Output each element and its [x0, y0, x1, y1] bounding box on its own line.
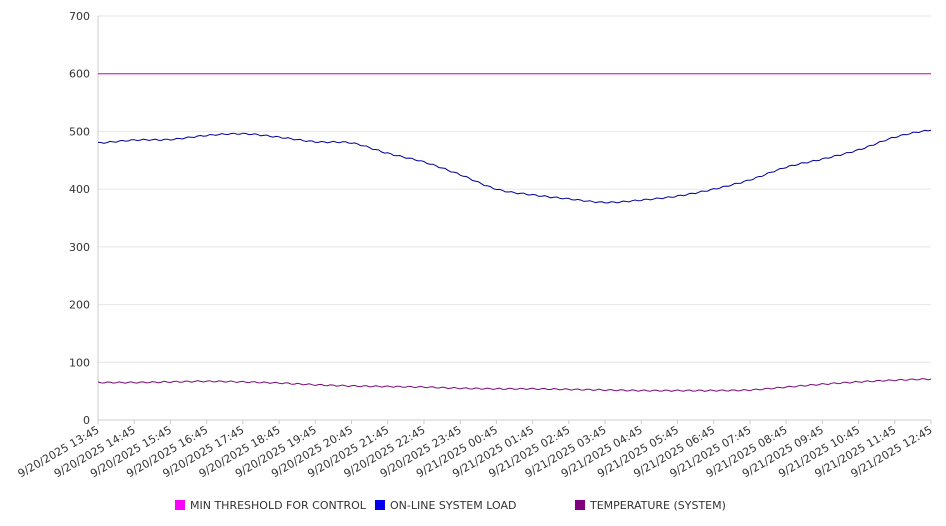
legend: MIN THRESHOLD FOR CONTROL ON-LINE SYSTEM … [175, 499, 726, 512]
y-tick-labels: 0 100 200 300 400 500 600 700 [69, 10, 90, 427]
y-tick-label: 0 [83, 414, 90, 427]
legend-swatch [175, 500, 185, 510]
series-line-2 [97, 378, 932, 392]
legend-label: MIN THRESHOLD FOR CONTROL [190, 499, 367, 512]
grid-lines [98, 15, 931, 363]
x-tick-labels: 9/20/2025 13:459/20/2025 14:459/20/2025 … [16, 423, 935, 480]
legend-label: ON-LINE SYSTEM LOAD [390, 499, 516, 512]
y-tick-label: 400 [69, 183, 90, 196]
axes [97, 16, 932, 424]
y-tick-label: 100 [69, 356, 90, 369]
series-lines [97, 73, 932, 392]
y-tick-label: 300 [69, 241, 90, 254]
y-tick-label: 500 [69, 125, 90, 138]
series-line-1 [97, 129, 932, 204]
y-tick-label: 600 [69, 68, 90, 81]
y-tick-label: 700 [69, 10, 90, 23]
legend-swatch [575, 500, 585, 510]
y-tick-label: 200 [69, 299, 90, 312]
legend-label: TEMPERATURE (SYSTEM) [589, 499, 726, 512]
legend-swatch [375, 500, 385, 510]
